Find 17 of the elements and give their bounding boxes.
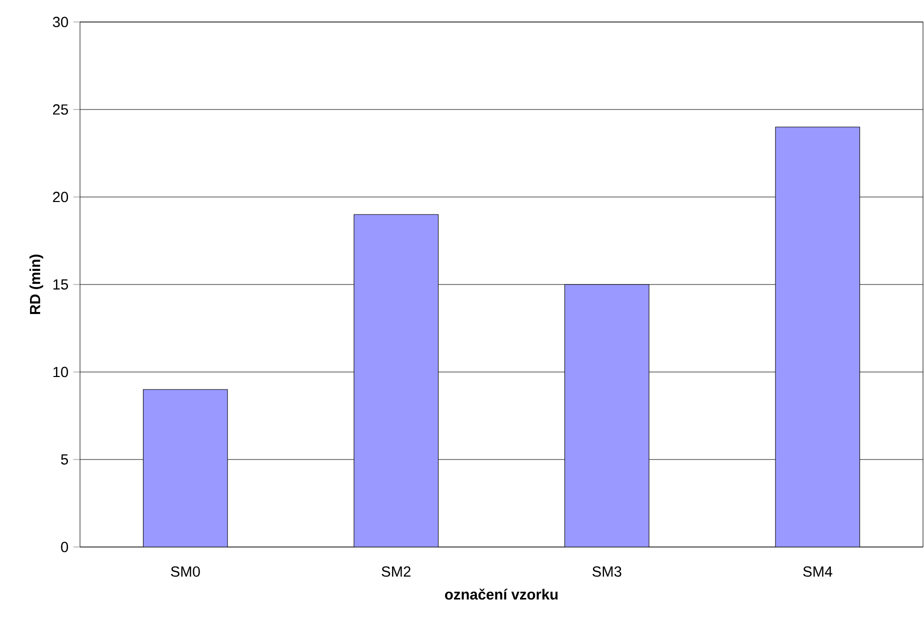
y-tick-label: 15 (53, 279, 68, 290)
y-axis-title: RD (min) (29, 254, 44, 314)
y-tick-label: 25 (53, 104, 68, 115)
y-tick-label: 30 (52, 16, 68, 28)
bar (564, 284, 650, 547)
bar (142, 389, 228, 547)
y-tick-label: 20 (53, 192, 68, 202)
bar (354, 214, 439, 547)
x-axis-title: označení vzorku (445, 588, 558, 600)
y-tick-label: 0 (61, 542, 68, 552)
x-tick-label: SM4 (803, 566, 832, 577)
bar (775, 126, 860, 547)
y-tick-label: 10 (53, 366, 68, 378)
y-tick-label: 5 (61, 454, 68, 465)
x-tick-label: SM3 (592, 566, 622, 577)
x-tick-label: SM2 (382, 566, 410, 577)
x-tick-label: SM0 (170, 566, 200, 577)
